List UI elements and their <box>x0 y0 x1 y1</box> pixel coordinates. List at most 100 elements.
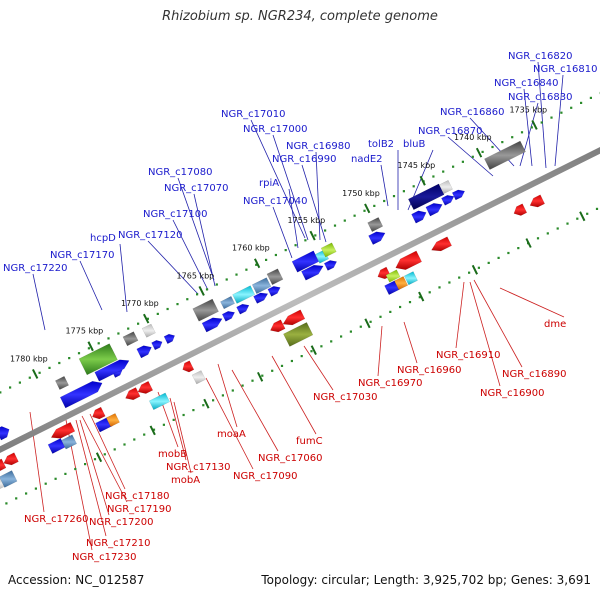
forward-track-dot <box>186 298 189 301</box>
kbp-tick-label: 1755 kbp <box>288 216 326 225</box>
reverse-track-dot <box>152 428 156 431</box>
forward-track-dot <box>570 106 573 109</box>
reverse-track-dot <box>192 409 195 412</box>
forward-gene-label: tolB2 <box>368 139 394 150</box>
forward-gene <box>201 317 223 333</box>
kbp-tick-label: 1770 kbp <box>121 299 159 308</box>
reverse-track-dot <box>123 443 126 446</box>
forward-leader-line <box>147 240 199 295</box>
reverse-gene-label: NGR_c17200 <box>89 517 154 528</box>
forward-gene-label: NGR_c17080 <box>148 167 213 178</box>
reverse-track-dot <box>487 261 490 264</box>
reverse-track-dot <box>280 364 284 367</box>
forward-gene <box>407 183 445 211</box>
forward-gene <box>236 303 250 315</box>
reverse-gene-label: NGR_c17130 <box>166 462 231 473</box>
reverse-track-dot <box>556 227 559 230</box>
forward-gene-label: NGR_c17220 <box>3 263 68 274</box>
forward-gene-label: NGR_c17040 <box>243 196 308 207</box>
forward-track-dot <box>18 381 21 384</box>
forward-gene <box>0 426 10 441</box>
reverse-track-dot <box>349 330 352 333</box>
forward-leader-line <box>537 61 547 169</box>
reverse-track-dot <box>369 320 372 323</box>
forward-gene-label: NGR_c17100 <box>143 209 208 220</box>
reverse-track-dot <box>212 399 215 402</box>
forward-leader-line <box>288 188 299 249</box>
forward-track-dot <box>68 357 71 360</box>
reverse-gene-label: NGR_c17180 <box>105 491 170 502</box>
topology-text: Topology: circular; Length: 3,925,702 bp… <box>261 573 591 587</box>
reverse-gene <box>137 380 154 394</box>
forward-track-dot <box>304 239 307 242</box>
forward-gene <box>291 250 320 273</box>
forward-track-dot <box>196 293 199 296</box>
reverse-gene <box>282 309 306 326</box>
forward-leader-line <box>177 177 215 281</box>
reverse-gene-label: NGR_c16910 <box>436 350 501 361</box>
forward-gene <box>266 268 284 286</box>
forward-track-dot <box>501 141 504 144</box>
reverse-gene-label: NGR_c17030 <box>313 392 378 403</box>
leader-lines-layer <box>29 61 565 551</box>
reverse-track-dot <box>310 350 313 353</box>
reverse-track-dot <box>113 448 116 451</box>
reverse-track-dot <box>133 438 136 441</box>
forward-gene <box>320 242 337 258</box>
forward-gene-label: NGR_c17010 <box>221 109 286 120</box>
forward-track-dot <box>156 312 159 315</box>
reverse-tick <box>471 264 478 275</box>
forward-gene-label: NGR_c16870 <box>418 126 483 137</box>
reverse-tick <box>525 238 532 248</box>
forward-gene <box>136 345 152 359</box>
forward-leader-line <box>119 243 128 313</box>
kbp-tick-label: 1775 kbp <box>66 327 104 336</box>
forward-track-dot <box>511 136 514 139</box>
forward-track-dot <box>284 249 287 252</box>
reverse-tick <box>203 398 210 409</box>
reverse-gene-label: NGR_c16960 <box>397 365 462 376</box>
kbp-tick <box>32 369 39 379</box>
forward-gene-label: NGR_c16860 <box>440 107 505 118</box>
forward-track-dot <box>166 307 169 311</box>
forward-track-dot <box>402 190 405 193</box>
forward-gene <box>267 286 281 297</box>
reverse-gene <box>3 452 19 466</box>
forward-track-dot <box>589 96 592 99</box>
reverse-track-dot <box>379 315 382 318</box>
reverse-gene <box>0 470 18 488</box>
forward-gene-label: bluB <box>403 139 425 150</box>
reverse-gene-label: mobA <box>171 475 200 486</box>
forward-leader-line <box>447 136 494 177</box>
forward-gene-label: NGR_c17120 <box>118 230 183 241</box>
forward-gene <box>367 217 384 233</box>
forward-track-dot <box>333 224 337 227</box>
reverse-track-dot <box>84 463 87 466</box>
forward-leader-line <box>519 102 539 167</box>
forward-gene <box>441 195 455 206</box>
forward-gene-label: NGR_c16990 <box>272 154 337 165</box>
kbp-tick <box>309 230 316 241</box>
forward-track-dot <box>491 145 494 149</box>
reverse-track-dot <box>340 335 343 338</box>
reverse-gene <box>0 458 7 472</box>
forward-gene <box>59 380 103 409</box>
genes-layer <box>0 140 546 489</box>
forward-gene <box>425 202 443 217</box>
labels-layer: 1735 kbp 1740 kbp 1745 kbp 1750 kbp 1755 kbp… <box>3 51 598 563</box>
reverse-track-dot <box>320 345 323 348</box>
accession-text: Accession: NC_012587 <box>8 573 145 587</box>
forward-track-dot <box>452 165 455 168</box>
reverse-track-dot <box>64 472 67 475</box>
forward-leader-line <box>172 219 209 291</box>
reverse-leader-line <box>403 321 418 364</box>
forward-gene <box>163 333 176 345</box>
forward-track-dot <box>225 278 228 281</box>
reverse-track-dot <box>221 394 224 397</box>
reverse-gene <box>385 269 401 283</box>
forward-gene-label: NGR_c17000 <box>243 124 308 135</box>
kbp-tick <box>419 175 426 186</box>
reverse-gene <box>105 413 120 428</box>
forward-track-dot <box>383 199 386 203</box>
